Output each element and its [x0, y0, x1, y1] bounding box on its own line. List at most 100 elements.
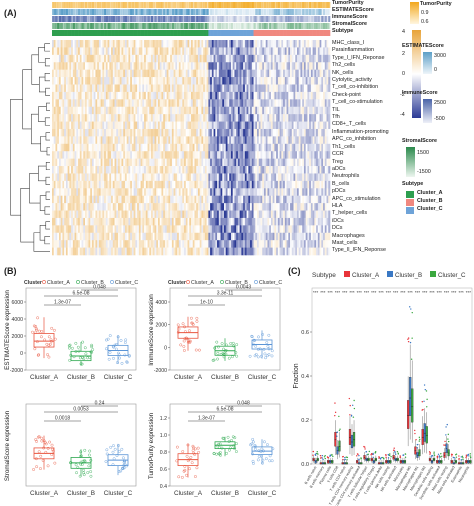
heatmap-cell [258, 166, 261, 174]
heatmap-cell [197, 136, 200, 145]
heatmap-cell [203, 195, 206, 204]
heatmap-cell [91, 195, 94, 204]
heatmap-cell [213, 210, 216, 219]
heatmap-cell [173, 99, 176, 108]
heatmap-cell [215, 247, 218, 256]
heatmap-cell [166, 99, 169, 108]
annotation-cell [124, 23, 128, 29]
heatmap-cell [52, 62, 55, 70]
heatmap-cell [57, 225, 60, 234]
heatmap-cell [217, 217, 220, 226]
annotation-cell [314, 30, 317, 36]
heatmap-cell [52, 47, 55, 56]
heatmap-cell [135, 62, 138, 70]
heatmap-cell [177, 106, 180, 115]
heatmap-cell [246, 210, 249, 219]
heatmap-cell [265, 188, 268, 196]
annotation-cell [74, 23, 77, 29]
heatmap-cell [284, 240, 287, 248]
heatmap-cell [248, 40, 251, 48]
heatmap-cell [196, 99, 199, 108]
heatmap-cell [227, 62, 230, 70]
heatmap-cell [133, 195, 136, 204]
heatmap-cell [149, 240, 152, 248]
heatmap-cell [270, 225, 273, 234]
annotation-cell [100, 30, 103, 36]
heatmap-cell [107, 54, 110, 63]
heatmap-cell [142, 99, 145, 108]
heatmap-cell [111, 143, 114, 152]
dendrogram-branch [38, 106, 47, 122]
annotation-cell [133, 16, 136, 22]
heatmap-cell [251, 69, 254, 78]
heatmap-cell [107, 143, 110, 152]
annotation-cell [138, 16, 141, 22]
annotation-cell [170, 2, 173, 8]
heatmap-cell [279, 91, 282, 100]
heatmap-cell [138, 136, 141, 145]
heatmap-cell [267, 247, 270, 256]
heatmap-cell [270, 54, 273, 63]
heatmap-cell [274, 210, 277, 219]
annotation-cell [258, 30, 261, 36]
heatmap-cell [95, 77, 98, 85]
heatmap-cell [246, 77, 249, 85]
heatmap-cell [180, 84, 183, 93]
heatmap-cell [159, 151, 162, 159]
heatmap-cell [262, 203, 265, 211]
heatmap-cell [111, 247, 114, 256]
heatmap-cell [262, 195, 265, 204]
heatmap-cell [270, 143, 273, 152]
heatmap-cell [76, 128, 79, 137]
heatmap-cell [225, 217, 228, 226]
heatmap-cell [258, 210, 261, 219]
heatmap-cell [263, 99, 267, 108]
annotation-cell [161, 23, 164, 29]
heatmap-cell [111, 151, 114, 159]
annotation-cell [151, 9, 154, 15]
annotation-cell [324, 2, 327, 8]
heatmap-cell [130, 217, 133, 226]
heatmap-cell [218, 166, 221, 174]
annotation-cell [175, 2, 178, 8]
heatmap-cell [124, 62, 128, 70]
heatmap-cell [168, 158, 171, 167]
heatmap-cell [151, 173, 154, 182]
heatmap-cell [57, 240, 60, 248]
heatmap-cell [237, 54, 240, 63]
heatmap-cell [119, 114, 122, 122]
heatmap-cell [277, 180, 280, 189]
heatmap-cell [290, 128, 293, 137]
heatmap-cell [156, 180, 159, 189]
heatmap-cell [300, 166, 303, 174]
heatmap-cell [128, 40, 131, 48]
annotation-cell [151, 16, 154, 22]
annotation-cell [107, 30, 110, 36]
heatmap-cell [71, 40, 74, 48]
heatmap-cell [98, 173, 101, 182]
heatmap-cell [194, 121, 197, 130]
heatmap-cell [135, 106, 138, 115]
annotation-cell [267, 2, 270, 8]
annotation-cell [250, 30, 253, 36]
annotation-cell [218, 30, 221, 36]
heatmap-cell [52, 128, 55, 137]
heatmap-cell [147, 114, 150, 122]
heatmap-cell [126, 91, 129, 100]
heatmap-cell [272, 180, 275, 189]
heatmap-cell [213, 232, 216, 241]
heatmap-cell [69, 106, 72, 115]
heatmap-cell [135, 99, 138, 108]
heatmap-cell [194, 69, 197, 78]
heatmap-cell [248, 106, 251, 115]
heatmap-cell [288, 91, 291, 100]
heatmap-cell [159, 195, 162, 204]
heatmap-cell [196, 210, 199, 219]
annotation-cell [196, 9, 199, 15]
heatmap-cell [293, 240, 296, 248]
heatmap-cell [138, 247, 141, 256]
heatmap-cell [154, 203, 157, 211]
annotation-cell [218, 23, 221, 29]
annotation-cell [133, 2, 136, 8]
heatmap-cell [104, 47, 107, 56]
